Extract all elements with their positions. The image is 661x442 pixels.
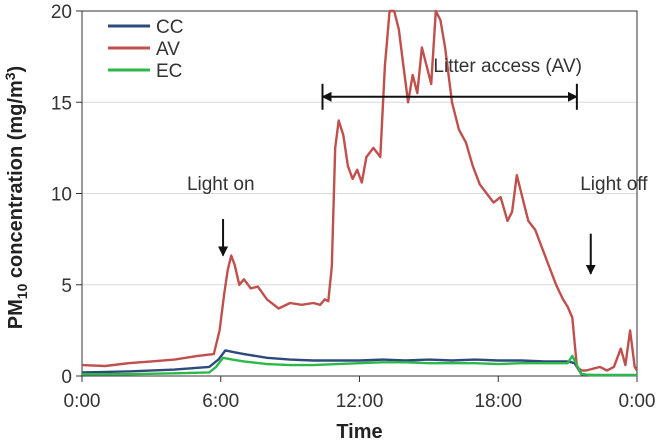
legend-label-av: AV [156,39,180,60]
y-axis-title-main: PM [5,299,27,329]
y-axis-title-end: ) [5,66,27,73]
x-tick-label-1: 6:00 [202,391,239,412]
y-axis-title-rest: concentration (mg/m [5,80,27,283]
axes [76,10,638,382]
y-tick-label-15: 15 [51,93,72,114]
x-tick-label-4: 0:00 [619,391,656,412]
series-line-av [81,9,639,372]
data-series [81,9,639,377]
series-line-ec [82,354,637,377]
y-tick-label-5: 5 [61,276,72,297]
x-tick-label-3: 18:00 [474,391,522,412]
x-tick-label-0: 0:00 [64,391,101,412]
x-tick-labels: 0:00 6:00 12:00 18:00 0:00 [64,391,656,412]
y-axis-title-subscript: 10 [14,283,30,299]
y-tick-label-0: 0 [61,367,72,388]
legend-label-ec: EC [156,61,182,82]
legend-label-cc: CC [156,17,183,38]
annotations: Light on Light off Litter access (AV) [187,56,648,275]
annotation-label-0: Light on [187,174,255,195]
series-line-cc [81,349,637,377]
litter-access-label: Litter access (AV) [433,56,582,77]
x-tick-label-2: 12:00 [336,391,384,412]
y-axis-title-superscript: 3 [2,72,18,80]
y-tick-label-20: 20 [51,2,72,23]
x-axis-title: Time [336,421,382,442]
y-axis-title: PM10 concentration (mg/m3) [2,66,30,329]
y-tick-label-10: 10 [51,185,72,206]
annotation-label-1: Light off [580,174,648,195]
y-tick-labels: 0 5 10 15 20 [51,2,72,388]
